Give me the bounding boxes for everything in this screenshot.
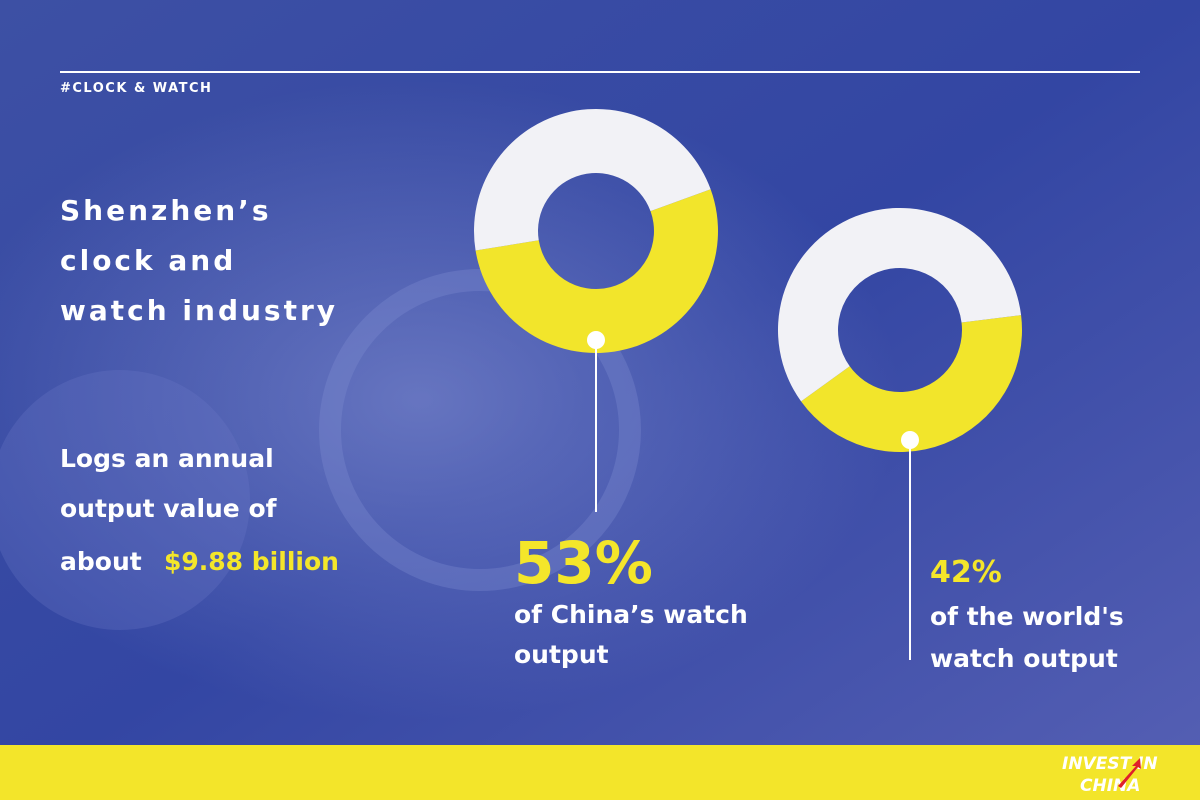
logo: CHINA bbox=[1080, 776, 1140, 796]
caption: output bbox=[514, 640, 609, 669]
headline: Shenzhen’s bbox=[60, 194, 271, 227]
leader-dot bbox=[587, 331, 605, 349]
headline: watch industry bbox=[60, 294, 338, 327]
donut-segment bbox=[475, 189, 718, 354]
caption: of China’s watch bbox=[514, 600, 748, 629]
caption: of the world's bbox=[930, 602, 1124, 631]
watch-silhouette bbox=[0, 370, 250, 630]
leader-dot bbox=[901, 431, 919, 449]
donut-segment bbox=[777, 207, 1022, 402]
output-text: output value of bbox=[60, 494, 278, 523]
caption: watch output bbox=[930, 644, 1118, 673]
logo-arrow bbox=[1118, 758, 1141, 788]
footer-bar bbox=[0, 745, 1200, 800]
percent-label: 42% bbox=[930, 555, 1002, 590]
percent-label: 53% bbox=[514, 529, 653, 597]
headline: clock and bbox=[60, 244, 236, 277]
output-text: about bbox=[60, 547, 142, 576]
output-highlight: $9.88 billion bbox=[164, 547, 339, 576]
donut-segment bbox=[473, 109, 711, 251]
logo: INVEST IN bbox=[1062, 754, 1158, 774]
output-text: Logs an annual bbox=[60, 444, 274, 473]
section-tag: #CLOCK & WATCH bbox=[60, 81, 212, 96]
watch-silhouette bbox=[319, 269, 641, 591]
donut-segment bbox=[801, 315, 1022, 452]
